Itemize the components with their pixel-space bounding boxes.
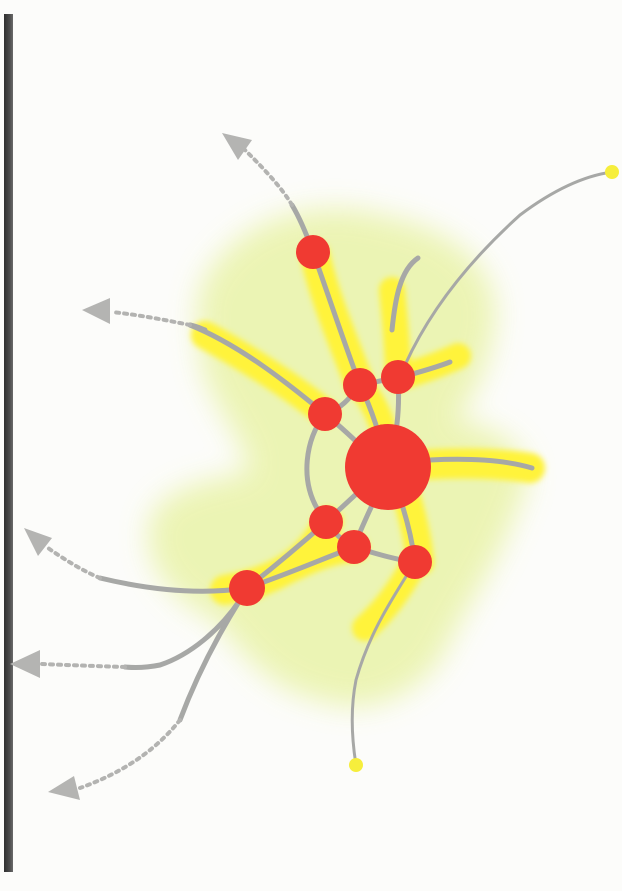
node-mid-center — [337, 530, 371, 564]
arrow-tail-bottom-left — [78, 718, 182, 790]
edge — [177, 597, 243, 723]
node-lower-left — [229, 570, 265, 606]
edge — [350, 560, 417, 767]
edge — [403, 170, 614, 367]
nodes — [229, 235, 432, 606]
node-mid-right — [398, 545, 432, 579]
arrow-head-upper-left — [82, 298, 110, 324]
node-upper-left — [308, 397, 342, 431]
arrow-head-low-left — [10, 650, 40, 678]
node-hub — [345, 424, 431, 510]
endpoints — [349, 165, 619, 772]
arrow-tail-mid-left — [46, 546, 102, 580]
arrow-heads — [10, 133, 252, 800]
arrow-head-bottom-left — [48, 776, 80, 800]
arrow-tail-low-left — [40, 662, 127, 669]
endpoint-bottom — [349, 758, 363, 772]
arrow-head-mid-left — [24, 528, 52, 556]
arrow-tail-top — [243, 148, 294, 207]
edge — [122, 597, 243, 671]
page-edge-bar — [4, 14, 13, 872]
node-mid-left — [309, 505, 343, 539]
edge — [389, 255, 421, 333]
node-upper-a — [343, 368, 377, 402]
node-upper-b — [381, 360, 415, 394]
edge — [427, 456, 535, 471]
outgoing-arrows — [40, 148, 294, 790]
arrow-head-top — [222, 133, 252, 160]
arrow-tail-upper-left — [110, 310, 192, 327]
endpoint-top-right — [605, 165, 619, 179]
node-top — [296, 235, 330, 269]
